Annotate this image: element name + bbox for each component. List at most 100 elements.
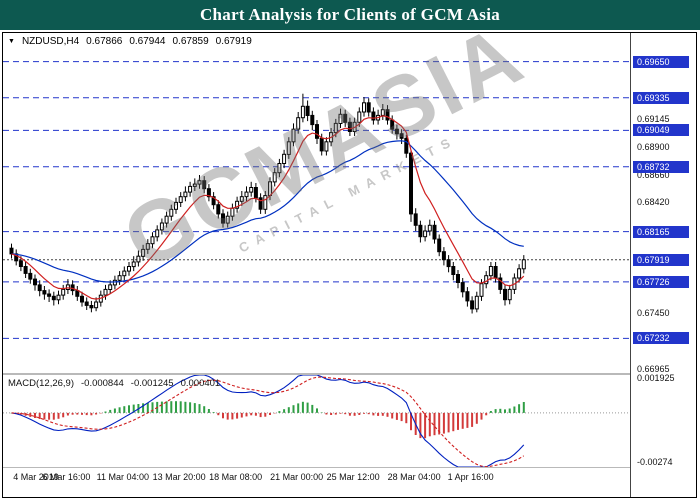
time-axis-label: 18 Mar 08:00 (209, 472, 263, 482)
candle-body (249, 187, 254, 193)
macd-histogram-bar (48, 412, 51, 420)
macd-histogram-bar (372, 412, 375, 416)
price-axis-tick: 0.68660 (637, 169, 670, 180)
macd-histogram-bar (38, 412, 41, 419)
macd-histogram-bar (452, 412, 455, 432)
candle-body (258, 197, 263, 210)
price-axis-tick: 0.68900 (637, 142, 670, 153)
candle-body (145, 243, 150, 250)
candle-body (9, 247, 14, 255)
candle-body (343, 113, 348, 123)
candle-body (394, 128, 399, 135)
candle-body (239, 196, 244, 202)
candle-body (89, 305, 94, 309)
current-price-label: 0.67919 (633, 253, 689, 266)
macd-histogram-bar (475, 412, 478, 424)
candle-body (324, 141, 329, 152)
chart-frame: GCMASIA CAPITAL MARKETS ▼ NZDUSD,H4 0.67… (2, 32, 697, 498)
macd-histogram-bar (334, 412, 337, 415)
ma-fast-line (11, 115, 525, 300)
candle-body (456, 274, 460, 283)
candle-body (432, 224, 437, 240)
time-axis-label: 21 Mar 00:00 (270, 472, 324, 482)
macd-histogram-bar (405, 412, 408, 424)
candle-body (117, 275, 122, 281)
macd-histogram-bar (410, 412, 412, 431)
symbol-dropdown-icon[interactable]: ▼ (8, 37, 15, 45)
candle-body (286, 141, 291, 155)
macd-histogram-bar (207, 409, 210, 413)
macd-histogram-bar (142, 403, 145, 413)
macd-histogram-bar (433, 412, 436, 436)
time-axis-label: 28 Mar 04:00 (387, 472, 441, 482)
candle-body (253, 187, 258, 199)
candlestick-chart[interactable] (3, 33, 630, 373)
macd-indicator-label: MACD(12,26,9) (8, 378, 74, 389)
macd-histogram-bar (424, 412, 427, 439)
macd-histogram-bar (259, 412, 262, 418)
macd-histogram-bar (344, 412, 347, 415)
candle-body (178, 196, 183, 203)
candle-body (479, 283, 484, 297)
time-axis[interactable]: 4 Mar 2019 6 Mar 16:00 11 Mar 04:00 13 Mar … (3, 470, 630, 496)
macd-histogram-bar (480, 412, 483, 420)
macd-histogram-bar (273, 412, 276, 414)
candle-body (418, 224, 423, 238)
price-low: 0.67859 (172, 36, 209, 47)
price-axis-tick: 0.66965 (637, 363, 670, 374)
macd-histogram-bar (123, 406, 126, 413)
macd-histogram-bar (386, 412, 389, 417)
macd-histogram-bar (179, 401, 182, 413)
sr-level-price-label: 0.69049 (633, 124, 689, 137)
price-axis[interactable]: 0.69145 0.68900 0.68660 0.68420 0.67450 0.669… (630, 33, 696, 497)
candle-body (202, 180, 207, 190)
macd-histogram-bar (278, 411, 281, 413)
macd-histogram-bar (316, 408, 318, 413)
candle-body (164, 215, 169, 224)
macd-histogram-bar (513, 406, 516, 413)
macd-histogram-bar (217, 412, 220, 416)
candle-body (362, 102, 366, 113)
candle-body (347, 121, 352, 133)
macd-histogram-bar (104, 411, 107, 413)
macd-chart[interactable] (3, 375, 630, 467)
candle-body (413, 213, 418, 226)
macd-histogram-bar (151, 402, 154, 413)
candle-body (272, 172, 277, 183)
macd-histogram-value: 0.000401 (180, 378, 221, 389)
macd-histogram-bar (193, 403, 196, 413)
candle-body (108, 284, 113, 290)
candle-body (216, 204, 221, 215)
candle-body (423, 230, 428, 238)
candle-body (112, 279, 117, 286)
macd-histogram-bar (508, 408, 511, 413)
macd-histogram-bar (264, 412, 267, 417)
macd-histogram-bar (222, 412, 224, 419)
candle-body (33, 278, 37, 286)
macd-histogram-bar (43, 412, 46, 420)
candle-body (338, 113, 343, 125)
macd-histogram-bar (90, 412, 93, 416)
macd-histogram-bar (353, 412, 356, 416)
macd-histogram-bar (34, 412, 36, 418)
candle-body (230, 207, 235, 217)
macd-histogram-bar (499, 408, 502, 413)
candle-body (221, 213, 225, 224)
candle-body (446, 259, 451, 268)
candle-body (399, 133, 404, 139)
macd-histogram-bar (457, 412, 459, 430)
candle-body (315, 124, 319, 139)
sr-level-price-label: 0.69650 (633, 55, 689, 68)
macd-histogram-bar (391, 412, 394, 419)
candle-body (122, 270, 127, 277)
macd-histogram-bar (320, 412, 323, 413)
candle-body (333, 122, 338, 134)
candle-body (441, 251, 446, 261)
macd-histogram-bar (132, 404, 135, 413)
macd-histogram-bar (471, 412, 474, 427)
candle-body (51, 295, 56, 301)
macd-histogram-bar (24, 412, 27, 416)
candle-body (437, 238, 442, 253)
macd-histogram-bar (76, 412, 79, 415)
candle-body (131, 261, 136, 268)
